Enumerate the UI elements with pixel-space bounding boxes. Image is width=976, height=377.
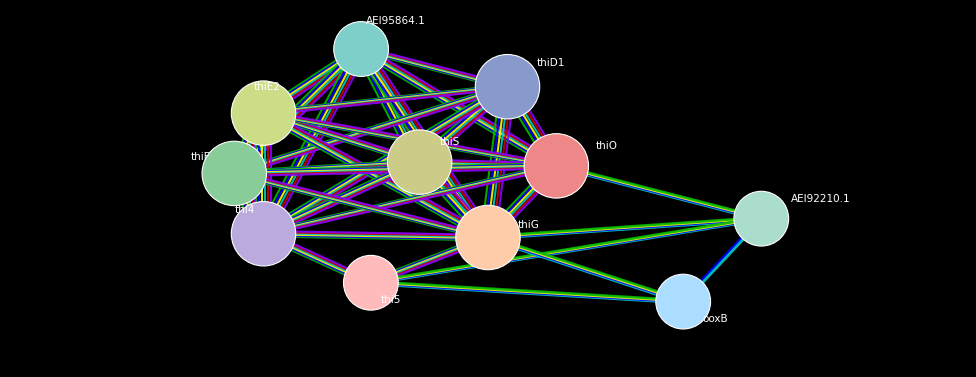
Ellipse shape	[656, 274, 711, 329]
Ellipse shape	[456, 205, 520, 270]
Ellipse shape	[231, 81, 296, 145]
Ellipse shape	[524, 134, 589, 198]
Text: thi5: thi5	[381, 295, 401, 305]
Text: thiS: thiS	[439, 137, 460, 147]
Ellipse shape	[475, 55, 540, 119]
Ellipse shape	[202, 141, 266, 205]
Ellipse shape	[334, 21, 388, 77]
Text: AEI92210.1: AEI92210.1	[791, 193, 850, 204]
Text: thi4: thi4	[234, 205, 255, 215]
Text: thiE2: thiE2	[254, 82, 281, 92]
Text: thiO: thiO	[595, 141, 618, 151]
Ellipse shape	[734, 191, 789, 246]
Ellipse shape	[231, 202, 296, 266]
Ellipse shape	[344, 255, 398, 310]
Text: thiF: thiF	[190, 152, 210, 162]
Text: ooxB: ooxB	[703, 314, 728, 324]
Text: thiG: thiG	[517, 220, 539, 230]
Ellipse shape	[387, 130, 452, 194]
Text: thiD1: thiD1	[537, 58, 565, 68]
Text: AEI95864.1: AEI95864.1	[366, 16, 426, 26]
